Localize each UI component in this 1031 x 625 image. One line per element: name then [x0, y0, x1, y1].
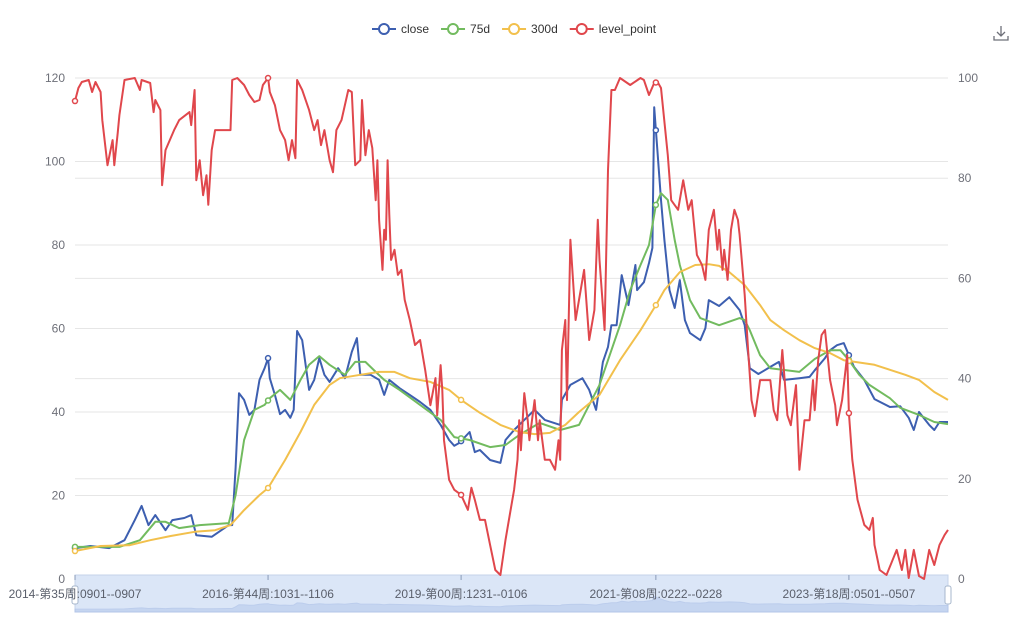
data-point-marker-300d [264, 484, 272, 492]
y-left-tick-label: 60 [52, 322, 66, 336]
x-axis-labels: 2014-第35周:0901--0907 2016-第44周:1031--1106… [9, 587, 916, 601]
data-point-marker-level_point [71, 97, 79, 105]
legend-circle-icon [575, 23, 588, 35]
legend-item-level_point[interactable]: level_point [569, 22, 657, 36]
y-right-tick-label: 20 [958, 472, 972, 486]
series-lines [71, 74, 949, 580]
data-point-marker-300d [457, 396, 465, 404]
data-point-marker-close [652, 126, 660, 134]
x-tick-label: 2016-第44周:1031--1106 [202, 587, 334, 601]
data-point-marker-level_point [264, 74, 272, 82]
left-y-axis: 0 20 40 60 80 100 120 [45, 71, 65, 586]
y-left-tick-label: 80 [52, 238, 66, 252]
legend-item-300d[interactable]: 300d [502, 22, 558, 36]
legend-circle-icon [378, 23, 390, 35]
slider-handle-right[interactable] [944, 585, 952, 605]
data-point-marker-close [264, 354, 272, 362]
data-point-marker-300d [652, 301, 660, 309]
y-right-tick-label: 60 [958, 271, 972, 285]
y-right-tick-label: 100 [958, 71, 978, 85]
data-point-marker-level_point [457, 491, 465, 499]
series-line-close [74, 106, 948, 550]
right-y-axis: 0 20 40 60 80 100 [958, 71, 978, 586]
legend-label: 75d [470, 22, 490, 36]
y-left-tick-label: 120 [45, 71, 65, 85]
legend: close 75d 300d level_point [372, 22, 657, 36]
y-left-tick-label: 20 [52, 489, 66, 503]
data-point-marker-level_point [652, 79, 660, 86]
y-left-tick-label: 0 [58, 572, 65, 586]
series-line-level_point [74, 77, 949, 580]
legend-label: close [401, 22, 429, 36]
legend-label: 300d [531, 22, 558, 36]
data-zoom-slider[interactable] [71, 574, 952, 613]
data-point-marker-level_point [845, 409, 853, 417]
legend-circle-icon [447, 23, 460, 35]
legend-item-close[interactable]: close [372, 22, 429, 36]
y-right-tick-label: 0 [958, 572, 965, 586]
x-tick-label: 2023-第18周:0501--0507 [783, 587, 916, 601]
data-point-marker-75d [457, 435, 465, 442]
legend-circle-icon [508, 23, 521, 35]
x-tick-label: 2021-第08周:0222--0228 [589, 587, 722, 601]
x-tick-label: 2014-第35周:0901--0907 [9, 587, 142, 601]
y-left-tick-label: 100 [45, 155, 65, 169]
data-point-marker-300d [71, 547, 79, 555]
slider-preview-area [74, 595, 949, 613]
download-icon[interactable] [993, 26, 1009, 41]
x-tick-label: 2019-第00周:1231--0106 [395, 587, 528, 601]
y-left-tick-label: 40 [52, 405, 66, 419]
y-right-tick-label: 40 [958, 372, 972, 386]
data-point-marker-75d [652, 201, 660, 209]
legend-label: level_point [599, 22, 657, 36]
data-point-marker-75d [264, 397, 272, 404]
y-right-tick-label: 80 [958, 171, 972, 185]
slider-handle-left[interactable] [71, 585, 79, 605]
legend-item-75d[interactable]: 75d [441, 22, 490, 36]
